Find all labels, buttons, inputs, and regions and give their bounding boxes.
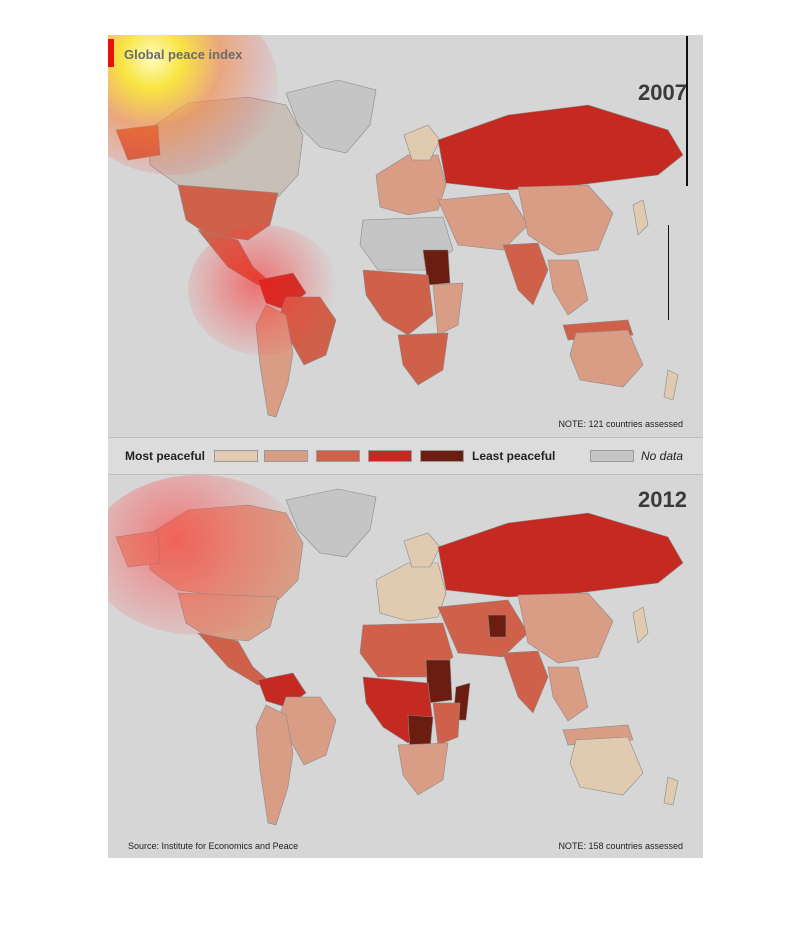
map-note: NOTE: 121 countries assessed xyxy=(558,419,683,429)
new-zealand-region xyxy=(663,776,679,806)
map-year-label: 2007 xyxy=(638,80,687,105)
europe-region xyxy=(375,154,447,216)
map-panel-2012: 2012 Source: Institute for Economics and… xyxy=(108,475,703,858)
map-panel-2007: Global peace index 2007 NOTE: 121 countr… xyxy=(108,35,703,437)
alaska-region xyxy=(115,124,161,161)
sudan-region xyxy=(422,249,451,286)
map-year-label: 2012 xyxy=(638,487,687,512)
east-africa-region xyxy=(432,702,461,746)
legend-swatch-4 xyxy=(368,450,412,462)
se-asia-region xyxy=(547,666,589,722)
legend-swatch-1 xyxy=(214,450,258,462)
scandinavia-region xyxy=(403,124,441,161)
china-region xyxy=(517,184,614,256)
legend: Most peaceful Least peaceful No data xyxy=(108,437,703,475)
peace-index-graphic: Global peace index 2007 NOTE: 121 countr… xyxy=(108,35,703,858)
afghanistan-region xyxy=(487,614,507,638)
central-asia-region xyxy=(437,192,529,251)
southern-africa-region xyxy=(397,742,449,796)
legend-swatch-3 xyxy=(316,450,360,462)
south-america-region xyxy=(255,704,294,826)
legend-nodata-label: No data xyxy=(641,449,684,463)
divider-line xyxy=(668,225,669,320)
legend-least-label: Least peaceful xyxy=(472,449,556,463)
world-map-2007 xyxy=(115,79,684,418)
title-accent-bar xyxy=(108,39,114,67)
russia-region xyxy=(437,104,684,191)
europe-region xyxy=(375,562,447,622)
southern-africa-region xyxy=(397,332,449,386)
japan-region xyxy=(632,606,649,644)
map-note: NOTE: 158 countries assessed xyxy=(558,841,683,851)
world-map-2012 xyxy=(115,488,684,826)
graphic-title: Global peace index xyxy=(124,47,243,62)
new-zealand-region xyxy=(663,369,679,401)
australia-region xyxy=(569,736,644,796)
legend-swatch-5 xyxy=(420,450,464,462)
west-africa-region xyxy=(362,269,434,336)
scandinavia-region xyxy=(403,532,441,568)
india-region xyxy=(502,242,549,306)
japan-region xyxy=(632,199,649,236)
se-asia-region xyxy=(547,259,589,316)
east-africa-region xyxy=(432,282,464,336)
russia-region xyxy=(437,512,684,598)
legend-most-label: Most peaceful xyxy=(125,449,206,463)
south-america-region xyxy=(255,304,294,418)
india-region xyxy=(502,650,549,714)
usa-region xyxy=(177,592,279,642)
legend-swatch-2 xyxy=(264,450,308,462)
canada-region xyxy=(147,504,304,601)
australia-region xyxy=(569,329,644,388)
china-region xyxy=(517,592,614,664)
source-credit: Source: Institute for Economics and Peac… xyxy=(128,841,299,851)
alaska-region xyxy=(115,530,161,568)
divider-line xyxy=(686,36,688,186)
legend-swatch-nodata xyxy=(590,450,634,462)
mexico-region xyxy=(197,632,269,686)
greenland-region xyxy=(285,79,377,154)
usa-region xyxy=(177,184,279,241)
central-asia-region xyxy=(437,599,529,658)
canada-region xyxy=(147,96,304,198)
